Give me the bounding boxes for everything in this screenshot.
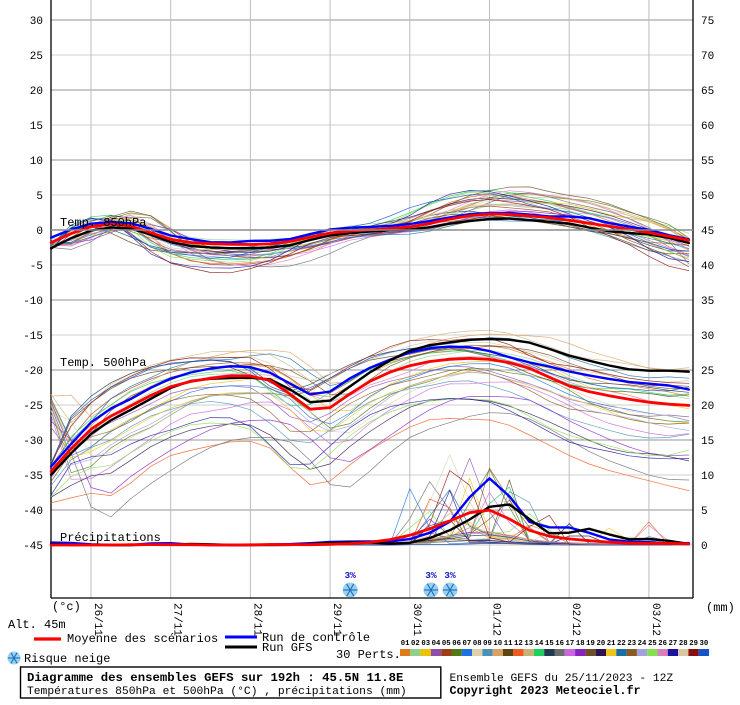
svg-text:15: 15 — [545, 640, 554, 648]
svg-text:27: 27 — [669, 640, 678, 648]
svg-text:28: 28 — [679, 640, 688, 648]
svg-text:Copyright 2023 Meteociel.fr: Copyright 2023 Meteociel.fr — [450, 684, 641, 698]
svg-text:50: 50 — [701, 191, 714, 203]
svg-text:29: 29 — [689, 640, 698, 648]
svg-text:35: 35 — [701, 296, 714, 308]
svg-text:3%: 3% — [444, 570, 456, 581]
svg-text:18: 18 — [576, 640, 585, 648]
svg-text:13: 13 — [524, 640, 533, 648]
svg-text:Diagramme des ensembles GEFS s: Diagramme des ensembles GEFS sur 192h : … — [27, 671, 403, 685]
svg-text:26: 26 — [658, 640, 667, 648]
svg-text:01: 01 — [401, 640, 410, 648]
svg-text:09: 09 — [483, 640, 492, 648]
svg-text:3%: 3% — [425, 570, 437, 581]
svg-text:14: 14 — [535, 640, 544, 648]
svg-text:25: 25 — [648, 640, 657, 648]
svg-text:25: 25 — [701, 366, 714, 378]
svg-text:30/11: 30/11 — [410, 603, 422, 636]
svg-text:-5: -5 — [30, 261, 43, 273]
svg-text:10: 10 — [493, 640, 502, 648]
svg-text:-20: -20 — [23, 366, 43, 378]
svg-text:20: 20 — [30, 86, 43, 98]
svg-text:06: 06 — [452, 640, 461, 648]
svg-text:01/12: 01/12 — [490, 603, 502, 636]
svg-text:03/12: 03/12 — [649, 603, 661, 636]
svg-text:12: 12 — [514, 640, 523, 648]
svg-text:60: 60 — [701, 121, 714, 133]
svg-text:Moyenne des scénarios: Moyenne des scénarios — [67, 632, 218, 646]
svg-text:Températures 850hPa et 500hPa: Températures 850hPa et 500hPa (°C) , pré… — [27, 686, 407, 698]
svg-text:15: 15 — [30, 121, 43, 133]
svg-text:10: 10 — [30, 156, 43, 168]
svg-text:Temp. 850hPa: Temp. 850hPa — [60, 216, 146, 230]
svg-text:30: 30 — [700, 640, 709, 648]
svg-text:5: 5 — [36, 191, 43, 203]
svg-text:55: 55 — [701, 156, 714, 168]
svg-text:25: 25 — [30, 51, 43, 63]
svg-text:05: 05 — [442, 640, 451, 648]
svg-text:-40: -40 — [23, 506, 43, 518]
svg-text:45: 45 — [701, 226, 714, 238]
svg-text:(mm): (mm) — [706, 601, 735, 615]
svg-text:Temp. 500hPa: Temp. 500hPa — [60, 356, 146, 370]
svg-text:65: 65 — [701, 86, 714, 98]
svg-text:02/12: 02/12 — [569, 603, 581, 636]
svg-text:03: 03 — [421, 640, 430, 648]
svg-text:11: 11 — [504, 640, 513, 648]
svg-text:Précipitations: Précipitations — [60, 531, 161, 545]
svg-text:30: 30 — [30, 16, 43, 28]
svg-text:23: 23 — [627, 640, 636, 648]
svg-text:3%: 3% — [344, 570, 356, 581]
svg-text:0: 0 — [36, 226, 43, 238]
svg-text:Run GFS: Run GFS — [262, 641, 312, 655]
svg-text:20: 20 — [597, 640, 606, 648]
svg-text:07: 07 — [463, 640, 472, 648]
svg-text:22: 22 — [617, 640, 626, 648]
svg-text:40: 40 — [701, 261, 714, 273]
svg-text:-10: -10 — [23, 296, 43, 308]
svg-text:17: 17 — [566, 640, 575, 648]
svg-text:16: 16 — [555, 640, 564, 648]
svg-text:15: 15 — [701, 436, 714, 448]
svg-text:20: 20 — [701, 401, 714, 413]
svg-text:19: 19 — [586, 640, 595, 648]
svg-text:04: 04 — [432, 640, 441, 648]
svg-text:(°c): (°c) — [52, 600, 81, 614]
svg-text:Risque neige: Risque neige — [24, 652, 110, 666]
svg-text:-45: -45 — [23, 541, 43, 553]
svg-text:70: 70 — [701, 51, 714, 63]
svg-text:24: 24 — [638, 640, 647, 648]
svg-text:10: 10 — [701, 471, 714, 483]
svg-text:21: 21 — [607, 640, 616, 648]
svg-text:Alt. 45m: Alt. 45m — [8, 618, 66, 632]
svg-text:-25: -25 — [23, 401, 43, 413]
svg-text:-35: -35 — [23, 471, 43, 483]
svg-text:5: 5 — [701, 506, 708, 518]
svg-text:28/11: 28/11 — [250, 603, 262, 636]
svg-text:0: 0 — [701, 541, 708, 553]
svg-text:75: 75 — [701, 16, 714, 28]
svg-text:08: 08 — [473, 640, 482, 648]
svg-text:-15: -15 — [23, 331, 43, 343]
svg-text:30: 30 — [701, 331, 714, 343]
svg-text:02: 02 — [411, 640, 420, 648]
svg-text:30 Perts.: 30 Perts. — [336, 648, 401, 662]
svg-text:-30: -30 — [23, 436, 43, 448]
